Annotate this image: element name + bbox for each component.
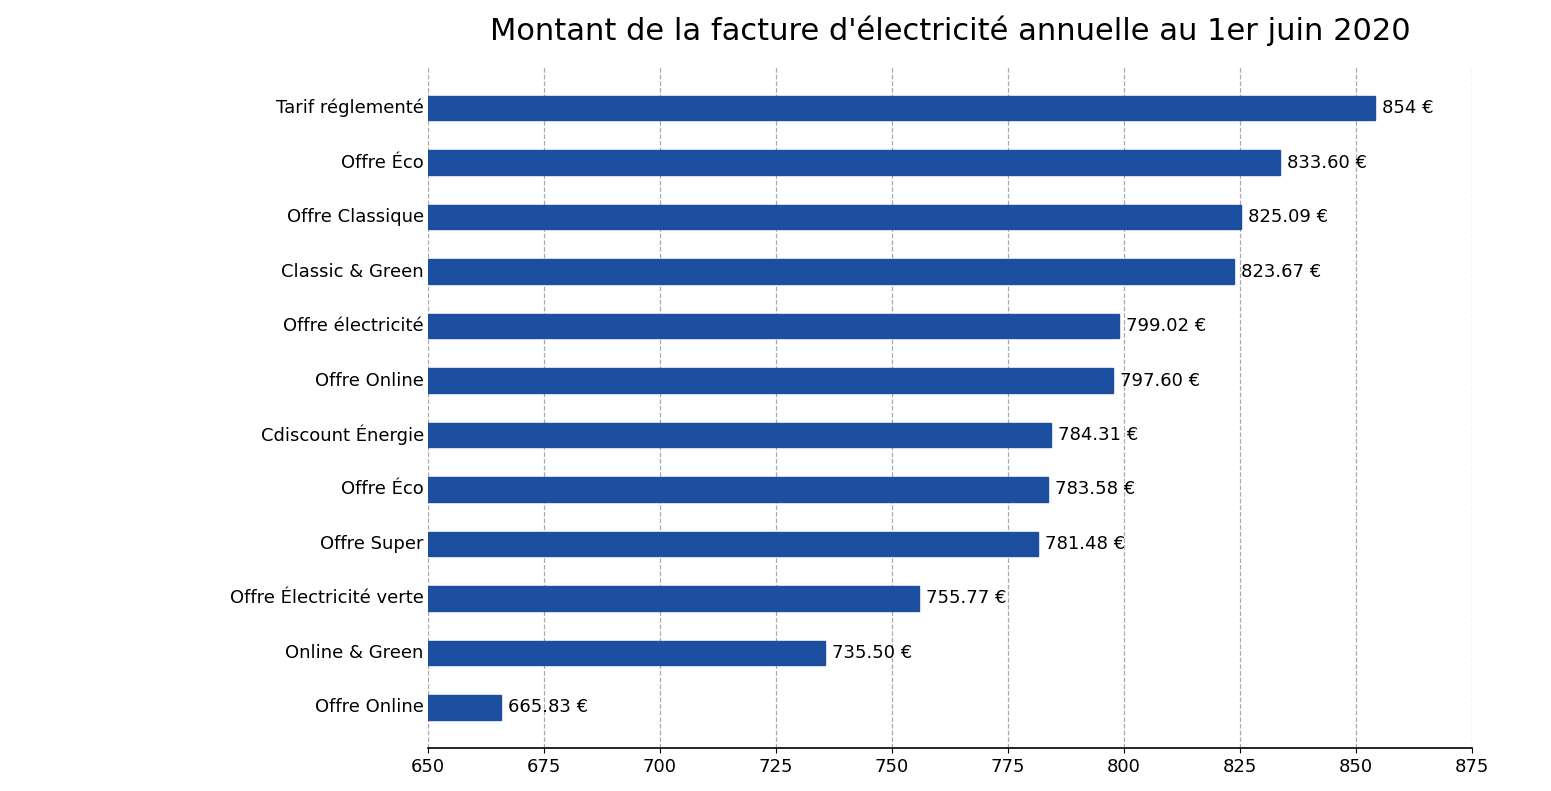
Bar [428, 369, 1114, 393]
Bar [428, 477, 1048, 501]
Bar [428, 586, 918, 611]
Text: Offre Super: Offre Super [321, 535, 423, 553]
Text: 784.31 €: 784.31 € [1058, 426, 1138, 444]
Text: 825.09 €: 825.09 € [1247, 208, 1328, 226]
Text: 797.60 €: 797.60 € [1120, 372, 1200, 389]
Bar [428, 641, 825, 665]
Text: Tarif réglementé: Tarif réglementé [276, 99, 423, 117]
Bar [428, 259, 1235, 284]
Text: Offre Éco: Offre Éco [341, 480, 423, 498]
Text: Offre électricité: Offre électricité [284, 317, 423, 335]
Bar [428, 150, 1280, 175]
Bar [428, 532, 1038, 556]
Text: Offre Online: Offre Online [315, 372, 423, 389]
Text: 735.50 €: 735.50 € [831, 644, 912, 662]
Text: 833.60 €: 833.60 € [1287, 153, 1366, 172]
Text: 781.48 €: 781.48 € [1045, 535, 1124, 553]
Text: 783.58 €: 783.58 € [1055, 480, 1135, 498]
Text: Offre Électricité verte: Offre Électricité verte [230, 589, 423, 607]
Text: 854 €: 854 € [1382, 99, 1433, 117]
Text: 665.83 €: 665.83 € [509, 698, 588, 717]
Text: Offre Classique: Offre Classique [287, 208, 423, 226]
Bar [428, 96, 1374, 120]
Bar [428, 695, 501, 720]
Title: Montant de la facture d'électricité annuelle au 1er juin 2020: Montant de la facture d'électricité annu… [490, 15, 1410, 46]
Bar [428, 314, 1120, 339]
Bar [428, 422, 1052, 447]
Text: Offre Online: Offre Online [315, 698, 423, 717]
Text: Classic & Green: Classic & Green [281, 263, 423, 281]
Bar [428, 205, 1241, 229]
Text: Offre Éco: Offre Éco [341, 153, 423, 172]
Text: 823.67 €: 823.67 € [1241, 263, 1321, 281]
Text: Cdiscount Énergie: Cdiscount Énergie [261, 425, 423, 445]
Text: 799.02 €: 799.02 € [1126, 317, 1207, 335]
Text: 755.77 €: 755.77 € [926, 589, 1007, 607]
Text: Online & Green: Online & Green [285, 644, 423, 662]
